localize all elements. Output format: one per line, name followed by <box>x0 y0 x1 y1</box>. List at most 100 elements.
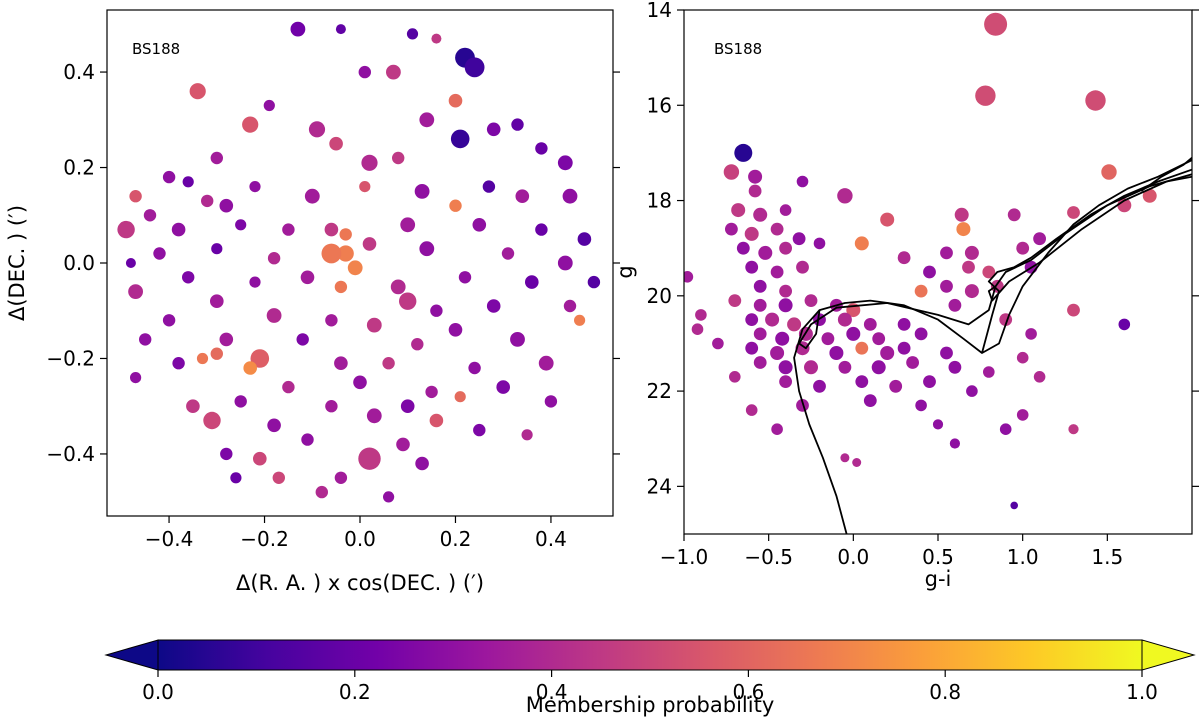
scatter-point <box>837 312 852 327</box>
scatter-point <box>906 356 919 369</box>
scatter-point <box>804 294 818 307</box>
scatter-point <box>362 237 377 251</box>
colorbar-label: Membership probability <box>526 693 775 717</box>
scatter-point <box>230 472 242 484</box>
x-tick-label: −1.0 <box>660 545 709 569</box>
scatter-point <box>219 332 234 347</box>
scatter-point <box>745 341 759 355</box>
y-tick-label: 18 <box>647 189 672 213</box>
x-tick-label: 0.4 <box>535 527 567 551</box>
scatter-point <box>1016 241 1030 255</box>
right-y-axis-label: g <box>613 265 637 278</box>
scatter-point <box>383 491 395 503</box>
y-tick-label: −0.4 <box>46 442 95 466</box>
scatter-point <box>339 228 352 241</box>
scatter-point <box>386 64 401 80</box>
scatter-point <box>203 411 221 430</box>
scatter-point <box>390 279 406 295</box>
scatter-point <box>1025 328 1037 340</box>
scatter-point <box>535 142 548 155</box>
scatter-point <box>399 292 417 310</box>
scatter-point <box>473 423 486 437</box>
isochrone-line <box>793 159 1192 534</box>
scatter-point <box>821 332 835 346</box>
y-tick-label: 0.4 <box>63 60 95 84</box>
scatter-point <box>334 356 348 371</box>
scatter-point <box>787 317 802 332</box>
scatter-point <box>304 188 320 204</box>
scatter-point <box>544 395 558 408</box>
scatter-point <box>468 361 481 375</box>
scatter-point <box>267 418 281 433</box>
scatter-point <box>496 380 511 394</box>
scatter-point <box>186 399 200 414</box>
scatter-point <box>347 260 363 276</box>
scatter-point <box>448 323 463 337</box>
scatter-point <box>778 298 793 313</box>
scatter-point <box>430 304 443 317</box>
scatter-point <box>1085 90 1106 111</box>
scatter-point <box>725 222 738 236</box>
scatter-point <box>425 385 438 399</box>
scatter-point <box>406 28 419 40</box>
colorbar-tick-label: 0.2 <box>339 680 371 704</box>
scatter-point <box>684 271 694 283</box>
scatter-point <box>744 226 759 241</box>
scatter-point <box>1067 206 1080 219</box>
scatter-point <box>511 118 524 131</box>
scatter-point <box>448 93 463 108</box>
scatter-point <box>840 453 850 463</box>
scatter-point <box>290 21 306 37</box>
scatter-point <box>172 357 185 370</box>
scatter-point <box>162 170 176 184</box>
scatter-point <box>838 360 852 374</box>
left-y-axis-label: Δ(DEC. ) (′) <box>5 205 29 321</box>
scatter-point <box>956 222 971 237</box>
scatter-point <box>731 203 746 218</box>
scatter-point <box>557 255 573 271</box>
scatter-point <box>486 122 501 137</box>
scatter-point <box>863 318 877 331</box>
scatter-point <box>510 332 525 347</box>
scatter-point <box>770 222 784 236</box>
scatter-point <box>392 151 405 165</box>
scatter-point <box>855 375 869 388</box>
scatter-point <box>1068 424 1079 435</box>
scatter-point <box>210 151 223 165</box>
scatter-point <box>765 312 780 327</box>
scatter-point <box>914 284 928 298</box>
scatter-point <box>450 129 470 149</box>
scatter-point <box>923 375 936 388</box>
scatter-point <box>1033 232 1046 246</box>
y-tick-label: 24 <box>647 474 672 498</box>
scatter-point <box>562 188 578 204</box>
scatter-point <box>300 270 315 285</box>
scatter-point <box>914 327 928 341</box>
scatter-point <box>792 232 806 246</box>
scatter-point <box>189 83 206 100</box>
scatter-point <box>359 181 371 193</box>
scatter-point <box>712 337 724 350</box>
scatter-point <box>923 265 936 279</box>
scatter-point <box>779 241 792 255</box>
scatter-point <box>1016 409 1029 421</box>
scatter-point <box>325 400 338 413</box>
scatter-point <box>361 154 378 171</box>
scatter-point <box>267 252 281 265</box>
scatter-point <box>779 284 792 298</box>
scatter-point <box>482 180 496 193</box>
right-x-axis-label: g-i <box>925 567 952 591</box>
scatter-point <box>337 245 354 262</box>
isochrone-line <box>987 175 1192 302</box>
scatter-point <box>525 275 539 289</box>
scatter-point <box>723 164 740 180</box>
scatter-point <box>249 181 261 193</box>
scatter-point <box>854 236 869 251</box>
scatter-point <box>1007 208 1021 222</box>
scatter-point <box>837 188 853 204</box>
scatter-point <box>779 204 792 216</box>
colorbar-extend-right <box>1141 639 1196 671</box>
scatter-point <box>728 294 742 307</box>
scatter-point <box>983 366 995 378</box>
